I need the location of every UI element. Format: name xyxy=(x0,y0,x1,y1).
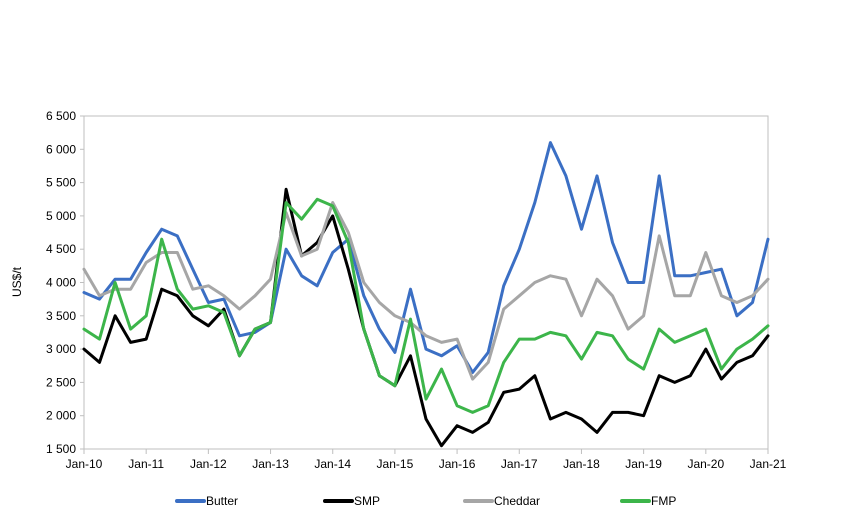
legend-label: FMP xyxy=(651,494,676,508)
series-line-cheddar xyxy=(82,201,770,381)
legend-label: Cheddar xyxy=(494,494,540,508)
x-tick-label: Jan-16 xyxy=(439,457,476,471)
legend-label: SMP xyxy=(354,494,380,508)
y-tick-label: 1 500 xyxy=(46,442,76,456)
legend-label: Butter xyxy=(206,494,238,508)
series-line-fmp xyxy=(82,197,770,414)
y-tick-label: 2 000 xyxy=(46,409,76,423)
x-tick-label: Jan-12 xyxy=(190,457,227,471)
x-tick-label: Jan-21 xyxy=(750,457,787,471)
x-axis: Jan-10 Jan-11 Jan-12 Jan-13 Jan-14 Jan-15 Jan-… xyxy=(66,449,787,471)
y-tick-label: 4 000 xyxy=(46,276,76,290)
y-tick-label: 5 500 xyxy=(46,176,76,190)
y-tick-label: 2 500 xyxy=(46,375,76,389)
legend-item-fmp: FMP xyxy=(620,494,676,508)
y-tick-label: 6 500 xyxy=(46,109,76,123)
legend-item-butter: Butter xyxy=(175,494,238,508)
x-tick-label: Jan-13 xyxy=(252,457,289,471)
series-line-smp xyxy=(82,187,770,448)
x-tick-label: Jan-10 xyxy=(66,457,103,471)
legend: Butter SMP Cheddar FMP xyxy=(175,494,676,508)
y-tick-label: 3 000 xyxy=(46,342,76,356)
series-line-butter xyxy=(82,141,770,374)
x-tick-label: Jan-19 xyxy=(625,457,662,471)
y-tick-label: 3 500 xyxy=(46,309,76,323)
y-tick-label: 5 000 xyxy=(46,209,76,223)
series-lines xyxy=(82,141,770,448)
x-tick-label: Jan-15 xyxy=(377,457,414,471)
x-tick-label: Jan-20 xyxy=(687,457,724,471)
y-axis: 1 500 2 000 2 500 3 000 3 500 4 000 4 500 5 000… xyxy=(46,109,84,456)
legend-item-smp: SMP xyxy=(323,494,380,508)
x-tick-label: Jan-18 xyxy=(563,457,600,471)
legend-item-cheddar: Cheddar xyxy=(463,494,540,508)
y-axis-title: US$/t xyxy=(10,266,24,297)
x-tick-label: Jan-11 xyxy=(128,457,164,471)
x-tick-label: Jan-17 xyxy=(501,457,538,471)
y-tick-label: 4 500 xyxy=(46,242,76,256)
y-tick-label: 6 000 xyxy=(46,142,76,156)
x-tick-label: Jan-14 xyxy=(314,457,351,471)
